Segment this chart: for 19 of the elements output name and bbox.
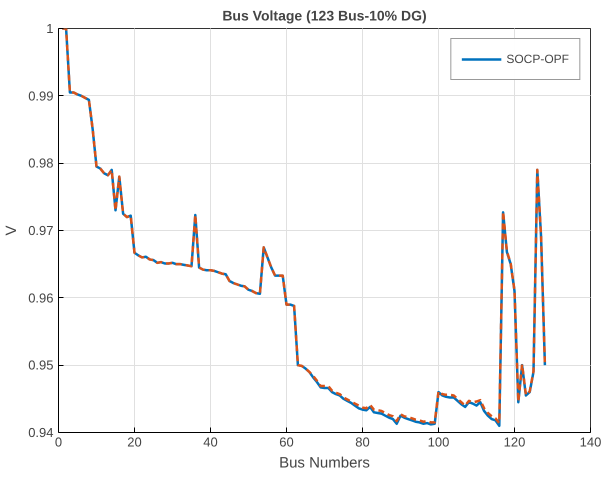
y-tick-label: 1 bbox=[46, 21, 54, 36]
x-axis-title: Bus Numbers bbox=[279, 454, 370, 472]
y-tick-label: 0.98 bbox=[28, 156, 54, 171]
x-tick-label: 40 bbox=[203, 434, 218, 450]
y-tick-label: 0.94 bbox=[28, 425, 54, 440]
x-tick-label: 100 bbox=[428, 434, 450, 450]
x-tick-label: 120 bbox=[504, 434, 526, 450]
y-tick-label: 0.95 bbox=[28, 358, 54, 373]
legend-label: SOCP-OPF bbox=[506, 52, 569, 66]
y-axis-title: V bbox=[3, 225, 20, 236]
y-tick-label: 0.97 bbox=[28, 223, 54, 238]
x-tick-label: 60 bbox=[279, 434, 294, 450]
y-tick-label: 0.96 bbox=[28, 290, 54, 306]
y-tick-label: 0.99 bbox=[28, 88, 54, 104]
x-tick-label: 0 bbox=[54, 434, 62, 450]
x-tick-label: 80 bbox=[355, 434, 370, 450]
chart-title: Bus Voltage (123 Bus-10% DG) bbox=[222, 8, 427, 24]
x-tick-label: 140 bbox=[580, 434, 602, 450]
x-tick-label: 20 bbox=[127, 434, 142, 450]
